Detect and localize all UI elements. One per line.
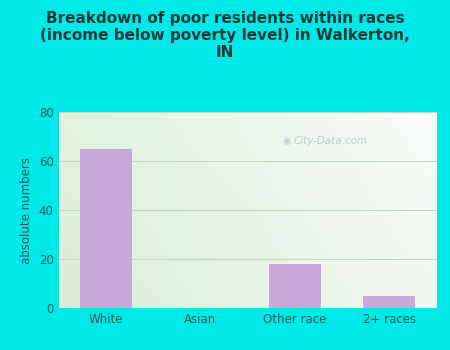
Bar	[80, 149, 132, 308]
Y-axis label: absolute numbers: absolute numbers	[20, 156, 33, 264]
Text: ◉: ◉	[283, 136, 292, 146]
Bar	[269, 264, 321, 308]
Bar	[363, 296, 415, 308]
Text: Breakdown of poor residents within races
(income below poverty level) in Walkert: Breakdown of poor residents within races…	[40, 10, 410, 60]
Text: City-Data.com: City-Data.com	[293, 136, 368, 146]
